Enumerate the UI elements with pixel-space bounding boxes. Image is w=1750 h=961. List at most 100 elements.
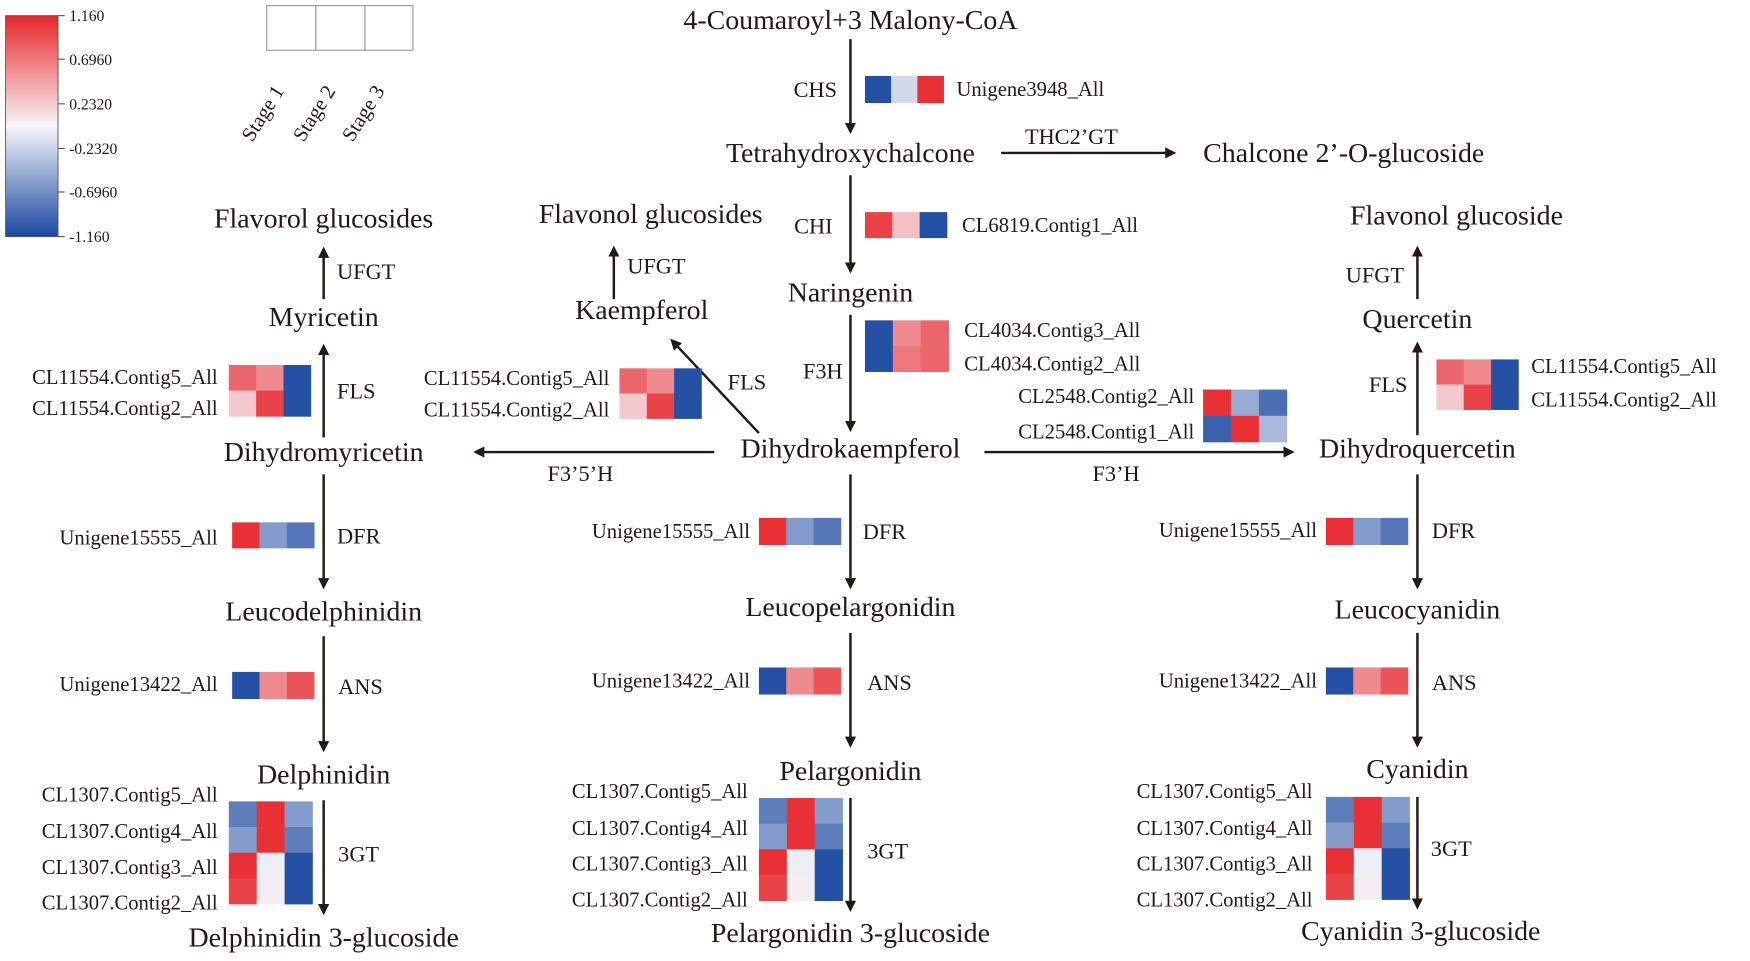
heatmap-cell [284, 878, 313, 905]
stage-label: Stage 3 [338, 82, 389, 146]
metabolite-label: Dihydromyricetin [224, 437, 424, 468]
enzyme-label: F3’H [1093, 461, 1140, 486]
expression-heatmaps [228, 75, 1519, 905]
heatmap-dfr [1325, 517, 1409, 546]
heatmap-cell [920, 320, 949, 347]
metabolite-label: Dihydrokaempferol [740, 434, 960, 465]
heatmap-cell [1353, 517, 1381, 546]
enzyme-label: CHI [794, 213, 832, 238]
metabolite-label: Leucopelargonidin [745, 592, 955, 623]
gene-label: CL1307.Contig5_All [572, 781, 748, 803]
metabolite-label: Flavonol glucoside [1350, 200, 1563, 231]
heatmap-gt3 [1325, 796, 1410, 900]
enzyme-label: UFGT [1346, 262, 1405, 287]
heatmap-cell [1380, 667, 1409, 695]
heatmap-cell [1325, 822, 1355, 849]
heatmap-cell [1381, 848, 1410, 875]
heatmap-cell [1353, 873, 1383, 900]
heatmap-cell [256, 878, 285, 905]
heatmap-cell [864, 75, 892, 104]
gene-label: CL1307.Contig3_All [1137, 854, 1313, 876]
heatmap-cell [917, 75, 944, 104]
legend-tick: -0.6960 [69, 185, 117, 202]
stage-label: Stage 2 [289, 82, 340, 146]
heatmap-cell [864, 346, 894, 373]
metabolite-label: Delphinidin 3-glucoside [188, 922, 458, 953]
heatmap-cell [674, 368, 702, 394]
gene-label: CL11554.Contig5_All [424, 368, 610, 390]
heatmap-cell [646, 368, 675, 394]
heatmap-cell [758, 667, 787, 695]
heatmap-cell [232, 671, 260, 700]
heatmap-gt3 [758, 798, 843, 902]
metabolite-label: Leucodelphinidin [225, 597, 422, 628]
gene-label: CL11554.Contig2_All [1531, 389, 1717, 411]
heatmap-cell [864, 320, 894, 347]
gene-label: CL1307.Contig5_All [1137, 781, 1313, 803]
heatmap-cell [1353, 848, 1383, 875]
metabolite-label: Tetrahydroxychalcone [726, 138, 975, 169]
heatmap-cell [284, 852, 313, 879]
heatmap-cell [919, 212, 948, 239]
heatmap-cell [891, 75, 918, 104]
enzyme-label: 3GT [1431, 836, 1472, 861]
gene-label: CL4034.Contig2_All [964, 354, 1140, 376]
gene-label: CL1307.Contig5_All [42, 784, 218, 806]
heatmap-cell [786, 517, 814, 546]
heatmap-cell [814, 875, 843, 902]
heatmap-cell [892, 212, 920, 239]
gene-label: CL1307.Contig4_All [1137, 818, 1313, 840]
heatmap-cell [1491, 359, 1519, 385]
gene-label: CL1307.Contig2_All [1137, 889, 1313, 911]
legend-tick: 0.6960 [69, 52, 112, 69]
metabolite-label: Naringenin [788, 277, 914, 308]
heatmap-cell [646, 393, 675, 419]
heatmap-cell [1436, 359, 1465, 385]
enzyme-label: 3GT [867, 838, 908, 863]
heatmap-cell [813, 667, 842, 695]
heatmap-f3ph [1203, 389, 1288, 443]
heatmap-cell [1381, 796, 1410, 823]
heatmap-cell [1381, 822, 1410, 849]
heatmap-ans [758, 667, 842, 695]
metabolite-label: Kaempferol [575, 295, 708, 326]
heatmap-cell [1381, 873, 1410, 900]
heatmap-cell [1353, 822, 1383, 849]
heatmap-cell [286, 671, 315, 700]
metabolites: 4-Coumaroyl+3 Malony-CoA Tetrahydroxycha… [188, 5, 1563, 953]
heatmap-f3h [864, 320, 949, 373]
legend-tick: -1.160 [69, 229, 110, 246]
gene-label: CL11554.Contig5_All [1531, 356, 1717, 378]
heatmap-cell [283, 390, 312, 417]
gene-label: CL1307.Contig4_All [572, 818, 748, 840]
enzyme-label: ANS [338, 674, 383, 699]
metabolite-label: Cyanidin 3-glucoside [1301, 916, 1540, 947]
gene-label: Unigene15555_All [592, 521, 750, 543]
heatmap-cell [1353, 667, 1381, 695]
heatmap-cell [256, 390, 284, 417]
heatmap-cell [1380, 517, 1409, 546]
color-bar [5, 15, 59, 238]
gene-label: CL11554.Contig2_All [32, 398, 218, 420]
gene-label: Unigene15555_All [1159, 520, 1317, 542]
heatmap-cell [758, 517, 787, 546]
heatmap-cell [1231, 415, 1260, 443]
enzyme-label: DFR [863, 519, 907, 544]
enzymes: CHS THC2’GT CHI F3H F3’5’H F3’H FLS UFGT… [337, 77, 1477, 867]
heatmap-cell [814, 849, 843, 876]
heatmap-cell [758, 849, 788, 876]
stage-key: Stage 1 Stage 2 Stage 3 [238, 5, 414, 146]
enzyme-label: FLS [1369, 372, 1407, 397]
metabolite-label: Pelargonidin 3-glucoside [711, 918, 990, 949]
gene-label: CL11554.Contig5_All [32, 367, 218, 389]
heatmap-cell [1325, 848, 1355, 875]
gene-label: Unigene13422_All [592, 671, 750, 693]
metabolite-label: Cyanidin [1366, 754, 1468, 785]
heatmap-cell [1203, 389, 1232, 417]
pathway-arrows [318, 39, 1423, 916]
heatmap-ans [1325, 667, 1409, 695]
heatmap-cell [920, 346, 949, 373]
heatmap-cell [259, 522, 288, 549]
heatmap-cell [786, 823, 816, 850]
heatmap-fls [619, 368, 702, 419]
